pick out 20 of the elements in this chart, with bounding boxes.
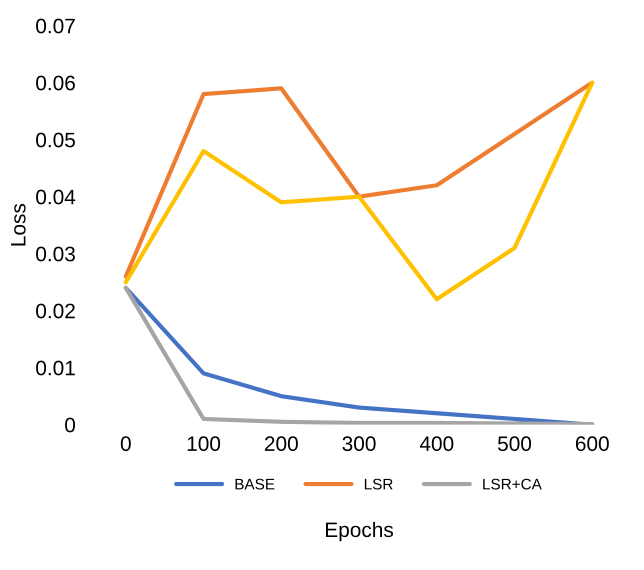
y-tick-label: 0.01 <box>36 360 75 376</box>
y-tick-label: 0.06 <box>36 76 75 90</box>
x-tick-label: 600 <box>576 436 609 452</box>
y-axis-title: Loss <box>11 204 26 246</box>
x-tick-label: 300 <box>342 436 376 452</box>
y-tick-label: 0.02 <box>36 304 75 318</box>
x-tick-label: 0 <box>120 436 131 452</box>
legend-label: LSR+CA <box>483 478 542 490</box>
y-tick-label: 0.07 <box>36 18 75 34</box>
x-tick-label: 100 <box>188 436 220 452</box>
x-tick-label: 200 <box>264 436 298 452</box>
y-tick-label: 0.04 <box>36 190 76 204</box>
y-tick-label: 0.03 <box>36 246 75 262</box>
legend-label: BASE <box>236 478 274 490</box>
y-tick-label: 0.05 <box>36 132 75 148</box>
x-axis-title: Epochs <box>326 522 394 542</box>
legend-label: LSR <box>364 478 393 490</box>
y-tick-label: 0 <box>65 418 76 432</box>
x-tick-label: 400 <box>420 436 454 452</box>
x-tick-label: 500 <box>498 436 532 452</box>
